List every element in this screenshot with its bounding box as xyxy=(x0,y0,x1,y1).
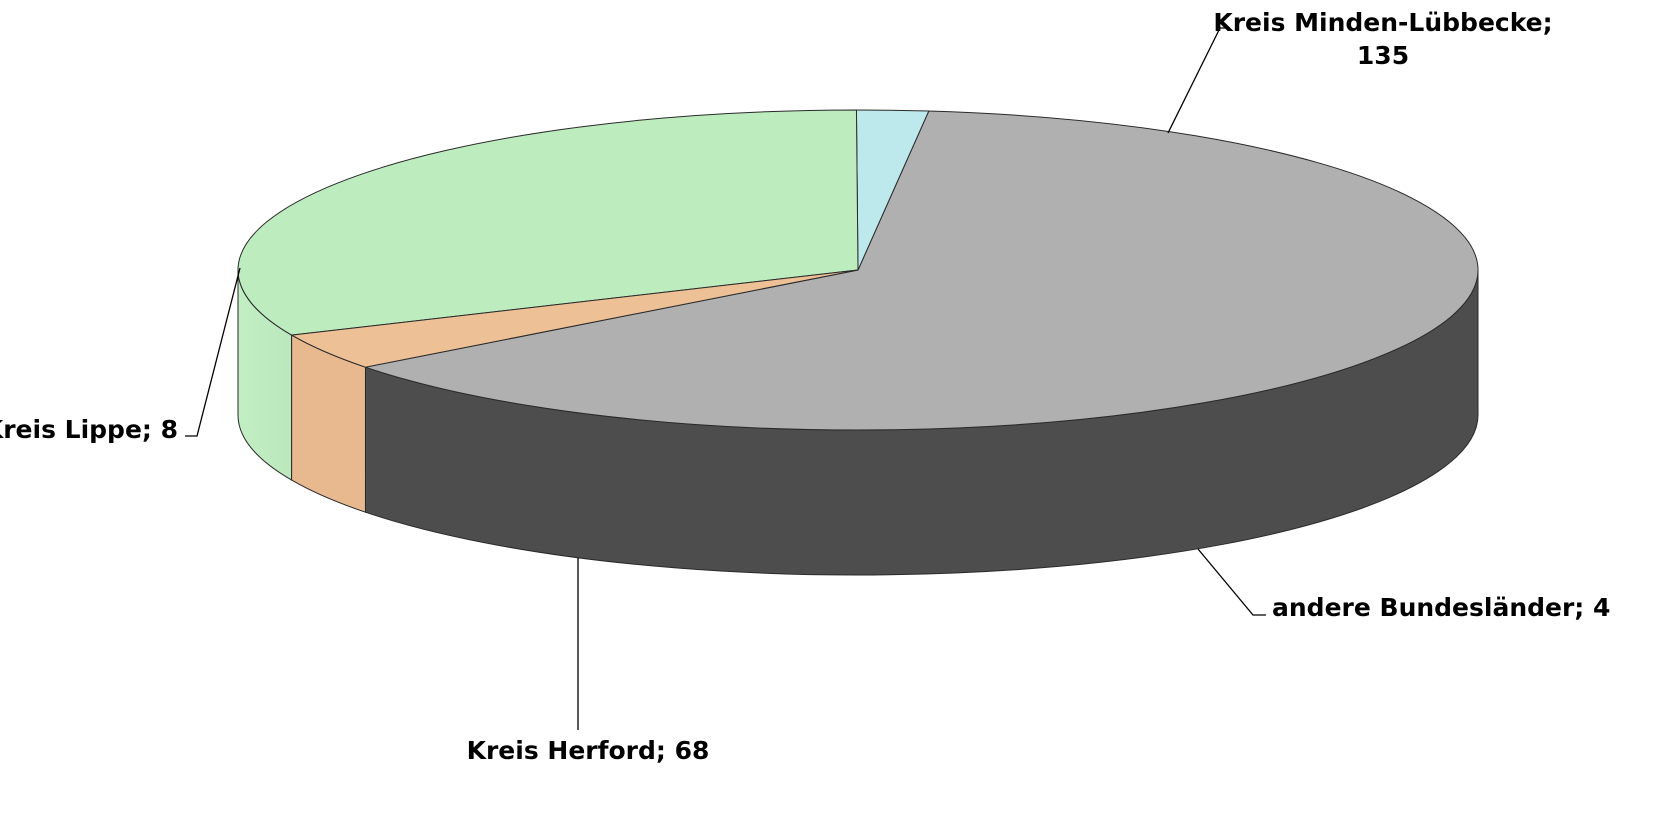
data-label-kreis-herford: Kreis Herford; 68 xyxy=(467,736,710,765)
leader-line-kreis-lippe xyxy=(185,267,241,437)
pie-slice-kreis-herford xyxy=(237,109,859,336)
data-labels: Kreis Minden-Lübbecke; 135 andere Bundes… xyxy=(0,8,1610,765)
pie-tops xyxy=(237,109,1479,431)
pie-slice-kreis-lippe xyxy=(290,269,859,368)
leader-line-kreis-minden-luebbecke xyxy=(1167,27,1230,134)
leader-line-andere-bundeslaender xyxy=(1197,548,1266,616)
data-label-kreis-lippe: Kreis Lippe; 8 xyxy=(0,415,178,444)
data-label-andere-bundeslaender: andere Bundesländer; 4 xyxy=(1272,593,1610,622)
pie-slice-kreis-minden-luebbecke xyxy=(363,110,1479,431)
data-label-kreis-minden-luebbecke-value: 135 xyxy=(1357,41,1409,70)
leader-lines xyxy=(185,27,1266,730)
pie-sides xyxy=(237,269,1479,576)
data-label-kreis-minden-luebbecke: Kreis Minden-Lübbecke; xyxy=(1213,8,1552,37)
